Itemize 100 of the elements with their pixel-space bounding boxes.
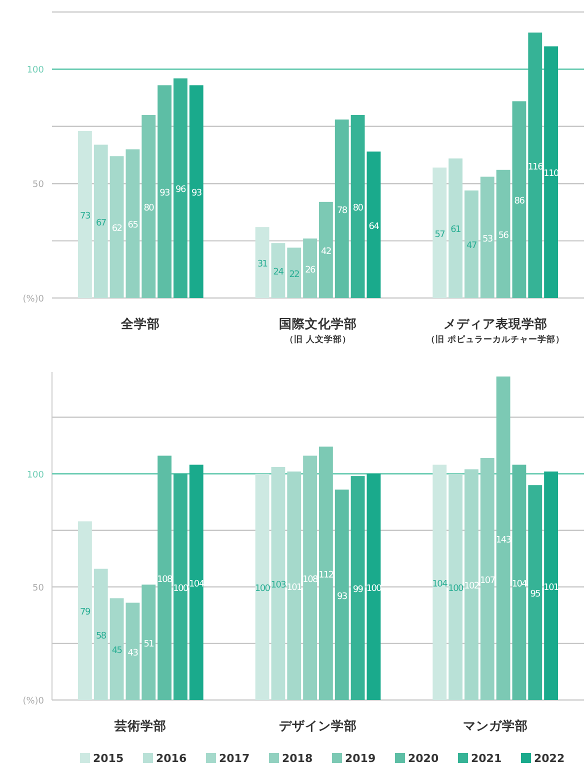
bar: [432, 464, 447, 700]
y-tick-label: (%)0: [22, 294, 44, 304]
data-label: 104: [188, 579, 205, 590]
bar: [512, 101, 526, 298]
data-label: 95: [530, 590, 540, 600]
data-label: 93: [336, 592, 347, 602]
data-label: 104: [432, 579, 448, 590]
data-label: 22: [289, 270, 300, 280]
bar: [271, 243, 286, 298]
bar: [496, 170, 510, 298]
data-label: 99: [352, 585, 364, 596]
data-label: 93: [191, 188, 202, 199]
bar: [464, 469, 478, 700]
x-tick-label: マンガ学部: [462, 718, 528, 733]
bar: [255, 227, 270, 298]
data-label: 101: [544, 582, 559, 593]
x-tick-label: 国際文化学部（旧 人文学部）: [279, 316, 357, 345]
bar: [528, 32, 542, 298]
data-label: 53: [482, 234, 492, 244]
data-label: 103: [270, 580, 286, 591]
bar: [142, 114, 156, 298]
data-label: 104: [512, 579, 528, 590]
data-label: 102: [464, 582, 479, 592]
bar: [110, 598, 124, 700]
legend-label: 2019: [345, 752, 376, 765]
data-label: 86: [514, 196, 526, 207]
y-tick-label: 50: [32, 180, 44, 190]
data-label: 62: [112, 224, 122, 234]
data-label: 47: [466, 241, 476, 252]
legend-label: 2020: [408, 752, 439, 765]
bar: [334, 490, 349, 700]
x-tick-label: デザイン学部: [279, 718, 357, 733]
data-label: 51: [144, 639, 154, 650]
legend-label: 2022: [534, 752, 565, 765]
data-label: 100: [254, 584, 271, 594]
x-tick-label: 全学部: [120, 316, 160, 331]
data-label: 112: [318, 570, 334, 580]
bar: [544, 46, 558, 298]
bar: [287, 472, 302, 700]
bar: [480, 176, 494, 298]
bar: [142, 584, 156, 700]
data-label: 93: [160, 188, 170, 199]
bar: [158, 85, 172, 298]
bar: [189, 85, 204, 298]
data-label: 67: [96, 218, 106, 228]
bar: [78, 521, 92, 700]
data-label: 64: [368, 222, 380, 232]
data-label: 56: [498, 230, 510, 241]
x-tick-label: 芸術学部: [114, 718, 167, 733]
data-label: 100: [448, 584, 464, 594]
data-label: 107: [480, 576, 495, 586]
ref-line-label: 100: [26, 66, 44, 76]
data-label: 79: [80, 608, 91, 618]
bar: [126, 149, 140, 298]
bar: [110, 156, 124, 298]
bar: [366, 474, 381, 700]
bar: [432, 168, 447, 298]
data-label: 61: [450, 225, 461, 236]
bar: [94, 144, 108, 298]
data-label: 58: [96, 631, 107, 642]
bar: [174, 78, 188, 298]
legend-label: 2017: [219, 752, 250, 765]
bar: [480, 458, 494, 700]
data-label: 101: [286, 582, 302, 593]
bar: [94, 568, 108, 700]
bar: [350, 114, 365, 298]
bar: [464, 190, 478, 298]
legend-label: 2016: [156, 752, 187, 765]
bar: [496, 376, 510, 700]
bar: [448, 474, 462, 700]
bar: [287, 248, 302, 298]
data-label: 80: [352, 203, 364, 214]
bar: [174, 474, 188, 700]
data-label: 31: [257, 260, 268, 270]
legend-label: 2021: [471, 752, 502, 765]
bar: [158, 456, 172, 700]
legend-label: 2015: [93, 752, 124, 765]
bar: [78, 130, 92, 298]
bar: [319, 446, 333, 700]
bar: [448, 158, 462, 298]
bar: [303, 238, 317, 298]
data-label: 26: [305, 265, 316, 276]
data-label: 96: [176, 185, 186, 196]
y-tick-label: (%)0: [22, 696, 44, 706]
bar: [544, 472, 558, 700]
data-label: 24: [273, 268, 284, 278]
data-label: 42: [321, 246, 331, 257]
ref-line-label: 100: [26, 470, 44, 480]
bar: [126, 602, 140, 700]
legend-label: 2018: [282, 752, 313, 765]
bar: [271, 467, 286, 700]
bar: [303, 456, 317, 700]
bar: [255, 474, 270, 700]
data-label: 78: [336, 206, 348, 216]
bar: [366, 152, 381, 298]
data-label: 65: [128, 220, 138, 231]
data-label: 43: [128, 648, 138, 658]
data-label: 57: [434, 230, 445, 240]
bar: [528, 485, 542, 700]
data-label: 45: [112, 646, 122, 656]
